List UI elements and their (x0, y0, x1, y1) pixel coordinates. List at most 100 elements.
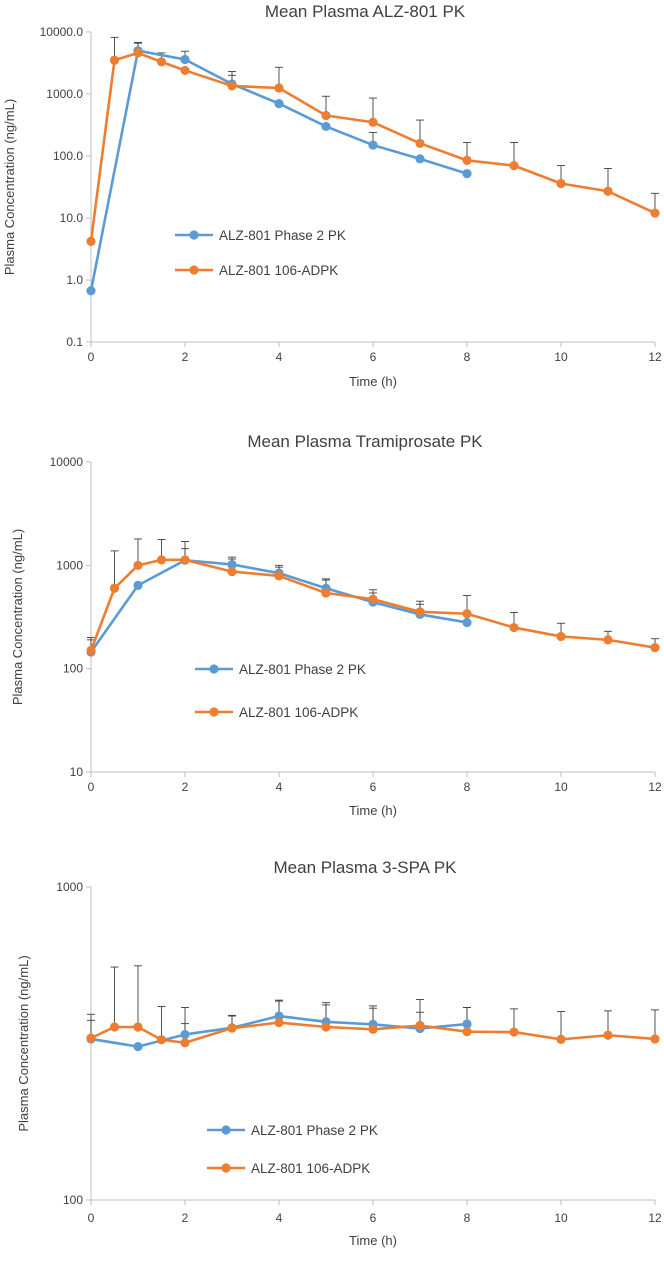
data-point-alz-801-106-adpk (180, 555, 190, 565)
legend-entry-alz-801-phase-2-pk: ALZ-801 Phase 2 PK (175, 228, 346, 243)
legend-swatch-marker (221, 1163, 231, 1173)
data-point-alz-801-106-adpk (321, 588, 331, 598)
data-point-alz-801-106-adpk (227, 81, 237, 91)
data-point-alz-801-106-adpk (556, 631, 566, 642)
legend-label: ALZ-801 Phase 2 PK (219, 228, 346, 243)
data-point-alz-801-106-adpk (556, 178, 566, 189)
data-point-alz-801-phase-2-pk (415, 154, 425, 164)
x-tick-label: 10 (554, 1211, 568, 1225)
y-tick-label: 1000 (56, 880, 83, 894)
data-point-alz-801-phase-2-pk (133, 1042, 143, 1052)
legend-entry-alz-801-phase-2-pk: ALZ-801 Phase 2 PK (207, 1123, 378, 1138)
legend-swatch-marker (189, 230, 199, 240)
x-tick-label: 8 (464, 350, 471, 364)
data-point-alz-801-phase-2-pk (227, 559, 237, 570)
legend-label: ALZ-801 Phase 2 PK (239, 662, 366, 677)
data-point-alz-801-106-adpk (156, 555, 167, 565)
x-tick-label: 0 (88, 350, 95, 364)
data-point-alz-801-106-adpk (86, 1033, 96, 1043)
x-tick-label: 0 (88, 1211, 95, 1225)
legend-label: ALZ-801 106-ADPK (219, 263, 338, 278)
x-tick-label: 8 (464, 780, 471, 794)
x-axis-title: Time (h) (349, 803, 397, 818)
data-point-alz-801-106-adpk (109, 1022, 120, 1032)
x-tick-label: 12 (648, 350, 662, 364)
legend-entry-alz-801-106-adpk: ALZ-801 106-ADPK (175, 263, 338, 278)
legend-entry-alz-801-phase-2-pk: ALZ-801 Phase 2 PK (195, 662, 366, 677)
legend-label: ALZ-801 106-ADPK (251, 1161, 370, 1176)
data-point-alz-801-106-adpk (227, 566, 237, 577)
x-tick-label: 12 (648, 780, 662, 794)
y-tick-label: 10000 (50, 455, 84, 469)
data-point-alz-801-phase-2-pk (368, 140, 378, 150)
data-point-alz-801-106-adpk (109, 55, 120, 65)
data-point-alz-801-106-adpk (650, 642, 660, 653)
data-point-alz-801-106-adpk (180, 65, 190, 76)
data-point-alz-801-106-adpk (368, 117, 378, 127)
x-axis-title: Time (h) (349, 374, 397, 389)
data-point-alz-801-phase-2-pk (180, 54, 190, 65)
x-tick-label: 0 (88, 780, 95, 794)
chart-title: Mean Plasma Tramiprosate PK (247, 432, 483, 451)
data-point-alz-801-106-adpk (650, 208, 660, 218)
y-tick-label: 10.0 (60, 211, 84, 225)
data-point-alz-801-106-adpk (109, 583, 120, 593)
data-point-alz-801-106-adpk (274, 1017, 284, 1028)
data-point-alz-801-106-adpk (509, 622, 519, 633)
y-axis-title: Plasma Concentration (ng/mL) (2, 99, 17, 275)
legend-label: ALZ-801 106-ADPK (239, 705, 358, 720)
data-point-alz-801-106-adpk (415, 1020, 425, 1031)
data-point-alz-801-106-adpk (462, 155, 472, 165)
data-point-alz-801-phase-2-pk (180, 1029, 190, 1040)
y-tick-label: 1000 (56, 558, 83, 572)
data-point-alz-801-106-adpk (462, 1027, 472, 1037)
x-tick-label: 12 (648, 1211, 662, 1225)
data-point-alz-801-106-adpk (368, 1024, 378, 1034)
legend-entry-alz-801-106-adpk: ALZ-801 106-ADPK (195, 705, 358, 720)
chart-panel-1: Mean Plasma ALZ-801 PK 0.1 1.0 10.0 100.0 100… (2, 2, 662, 389)
data-point-alz-801-106-adpk (133, 560, 143, 570)
y-tick-label: 1000.0 (46, 87, 83, 101)
x-tick-label: 6 (370, 1211, 377, 1225)
legend-swatch-marker (209, 664, 219, 674)
chart-title: Mean Plasma ALZ-801 PK (265, 2, 466, 21)
data-point-alz-801-phase-2-pk (133, 580, 143, 590)
data-point-alz-801-phase-2-pk (274, 99, 284, 109)
data-point-alz-801-106-adpk (321, 110, 331, 121)
legend-swatch-marker (209, 707, 219, 717)
data-point-alz-801-106-adpk (509, 1027, 519, 1037)
x-tick-label: 4 (276, 350, 283, 364)
x-tick-label: 6 (370, 350, 377, 364)
legend-swatch-marker (221, 1125, 231, 1135)
x-tick-label: 10 (554, 780, 568, 794)
data-point-alz-801-phase-2-pk (462, 169, 472, 179)
y-tick-label: 100 (63, 1193, 83, 1207)
y-tick-label: 100.0 (53, 149, 83, 163)
x-tick-label: 2 (182, 350, 189, 364)
y-axis-title: Plasma Concentration (ng/mL) (16, 955, 31, 1131)
data-point-alz-801-106-adpk (603, 635, 613, 645)
data-point-alz-801-106-adpk (603, 186, 613, 196)
data-point-alz-801-phase-2-pk (462, 1019, 472, 1029)
chart-title: Mean Plasma 3-SPA PK (274, 858, 458, 877)
data-point-alz-801-106-adpk (156, 1035, 167, 1045)
y-tick-label: 10000.0 (40, 25, 84, 39)
legend-label: ALZ-801 Phase 2 PK (251, 1123, 378, 1138)
x-tick-label: 2 (182, 1211, 189, 1225)
data-point-alz-801-phase-2-pk (462, 617, 472, 628)
data-point-alz-801-106-adpk (462, 609, 472, 619)
y-tick-label: 100 (63, 662, 83, 676)
x-tick-label: 8 (464, 1211, 471, 1225)
y-tick-label: 1.0 (66, 273, 83, 287)
data-point-alz-801-phase-2-pk (321, 121, 331, 132)
data-point-alz-801-106-adpk (274, 83, 284, 93)
x-axis-title: Time (h) (349, 1233, 397, 1248)
x-tick-label: 2 (182, 780, 189, 794)
y-tick-label: 0.1 (66, 335, 83, 349)
data-point-alz-801-106-adpk (86, 236, 96, 246)
data-point-alz-801-106-adpk (133, 48, 143, 58)
legend-swatch-marker (189, 265, 199, 275)
x-tick-label: 4 (276, 1211, 283, 1225)
